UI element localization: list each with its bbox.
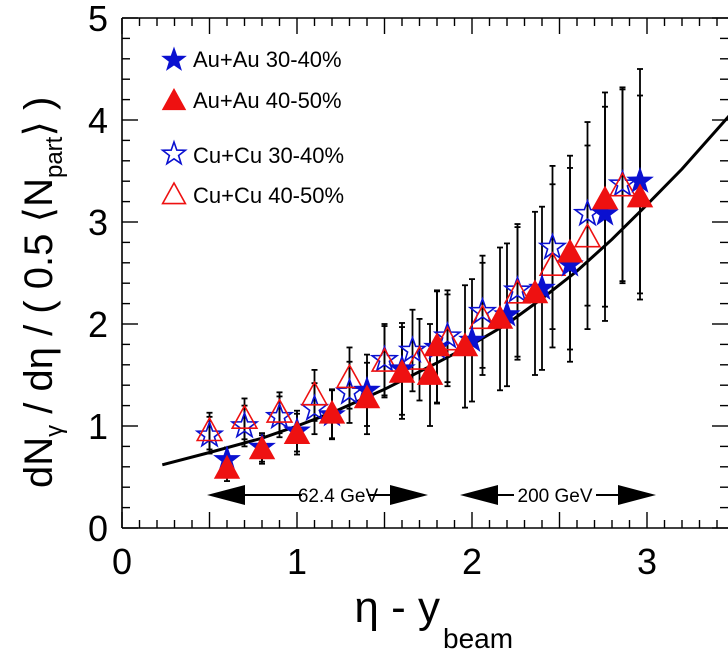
x-tick-label: 2 <box>462 541 482 582</box>
x-tick-label: 1 <box>287 541 307 582</box>
y-tick-label: 3 <box>88 202 108 243</box>
legend-marker-shape <box>161 87 187 111</box>
data-point <box>423 332 451 357</box>
data-point <box>538 251 567 277</box>
legend-marker-shape <box>161 46 187 71</box>
x-axis-label-subscript: beam <box>443 623 513 654</box>
energy-range-annotations: 62.4 GeV 200 GeV <box>207 485 656 507</box>
data-point <box>433 325 462 351</box>
axes-frame <box>121 17 728 529</box>
legend-marker-cu-40-50 <box>161 181 187 205</box>
data-point <box>369 344 400 373</box>
data-point <box>416 360 444 385</box>
data-point <box>405 345 434 370</box>
data-point <box>370 347 399 372</box>
y-tick-label: 0 <box>88 508 108 549</box>
legend-marker-au-40-50 <box>161 87 187 111</box>
y-tick-labels: 0 1 2 3 4 5 <box>88 0 108 549</box>
data-markers <box>194 166 654 479</box>
data-point <box>432 320 463 349</box>
data-point <box>503 278 532 304</box>
legend-label-cu-40-50: Cu+Cu 40-50% <box>193 183 344 208</box>
data-point <box>353 384 381 409</box>
x-tick-labels: 0 1 2 3 <box>112 541 657 582</box>
y-tick-label: 1 <box>88 406 108 447</box>
data-point <box>467 296 498 325</box>
legend: Au+Au 30-40% Au+Au 40-50% Cu+Cu 30-40% C… <box>160 46 344 208</box>
y-tick-label: 5 <box>88 0 108 39</box>
data-point <box>521 279 549 304</box>
legend-marker-au-30-40 <box>161 46 187 71</box>
data-point <box>300 380 329 406</box>
data-point <box>318 399 346 424</box>
data-point <box>556 238 584 263</box>
data-point <box>230 404 259 430</box>
annotation-62-gev: 62.4 GeV <box>298 486 379 507</box>
legend-label-cu-30-40: Cu+Cu 30-40% <box>193 143 344 168</box>
x-axis-label: η - y <box>354 583 440 632</box>
data-point <box>397 335 428 363</box>
x-tick-label: 0 <box>112 541 132 582</box>
data-point <box>573 222 602 248</box>
data-point <box>626 183 654 208</box>
legend-label-au-30-40: Au+Au 30-40% <box>193 47 342 72</box>
data-point <box>451 332 479 357</box>
data-point <box>591 199 619 226</box>
legend-marker-shape <box>160 139 188 166</box>
data-point <box>195 416 224 442</box>
data-point <box>335 363 364 389</box>
data-point <box>213 454 241 479</box>
x-tick-label: 3 <box>637 541 657 582</box>
data-point <box>248 435 276 460</box>
legend-marker-shape <box>161 181 187 205</box>
data-point <box>486 304 514 329</box>
legend-label-au-40-50: Au+Au 40-50% <box>193 88 342 113</box>
svg-text:dNγ / dη / ( 0.5 ⟨Npart⟩ ): dNγ / dη / ( 0.5 ⟨Npart⟩ ) <box>17 97 68 488</box>
data-point <box>468 304 497 330</box>
data-point <box>591 185 619 210</box>
y-tick-label: 2 <box>88 304 108 345</box>
axis-ticks <box>121 17 728 529</box>
data-point <box>608 171 637 197</box>
data-point <box>283 420 311 444</box>
y-tick-label: 4 <box>88 100 108 141</box>
data-point <box>502 274 533 303</box>
y-axis-label: dNγ / dη / ( 0.5 ⟨Npart⟩ ) <box>17 97 68 488</box>
annotation-200-gev: 200 GeV <box>518 486 593 507</box>
data-point <box>265 398 294 423</box>
data-point <box>388 358 416 383</box>
legend-marker-cu-30-40 <box>160 139 188 166</box>
